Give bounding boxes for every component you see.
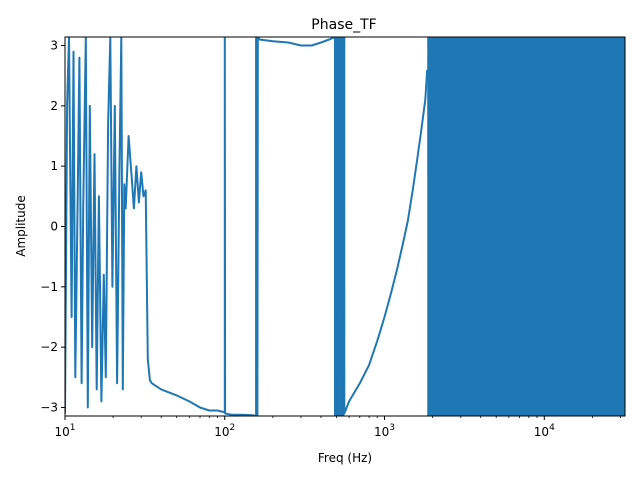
y-tick-label: −2	[40, 340, 58, 354]
y-tick-label: 1	[50, 159, 58, 173]
x-tick-label: 104	[534, 423, 555, 439]
x-tick-label: 103	[374, 423, 395, 439]
y-tick-label: 3	[50, 39, 58, 53]
x-axis: 101 102 103 104	[54, 416, 621, 439]
y-tick-label: 0	[50, 220, 58, 234]
chart-title: Phase_TF	[311, 17, 376, 33]
x-tick-label: 101	[54, 423, 75, 439]
y-tick-label: −1	[40, 280, 58, 294]
plot-area	[65, 37, 625, 416]
y-tick-label: 2	[50, 99, 58, 113]
y-axis-label: Amplitude	[14, 195, 28, 257]
x-axis-label: Freq (Hz)	[318, 451, 372, 465]
y-tick-label: −3	[40, 400, 58, 414]
y-axis: 3 2 1 0 −1 −2 −3	[40, 39, 65, 414]
noise-band	[427, 37, 625, 416]
x-tick-label: 102	[214, 423, 235, 439]
series-line-0	[65, 37, 429, 416]
